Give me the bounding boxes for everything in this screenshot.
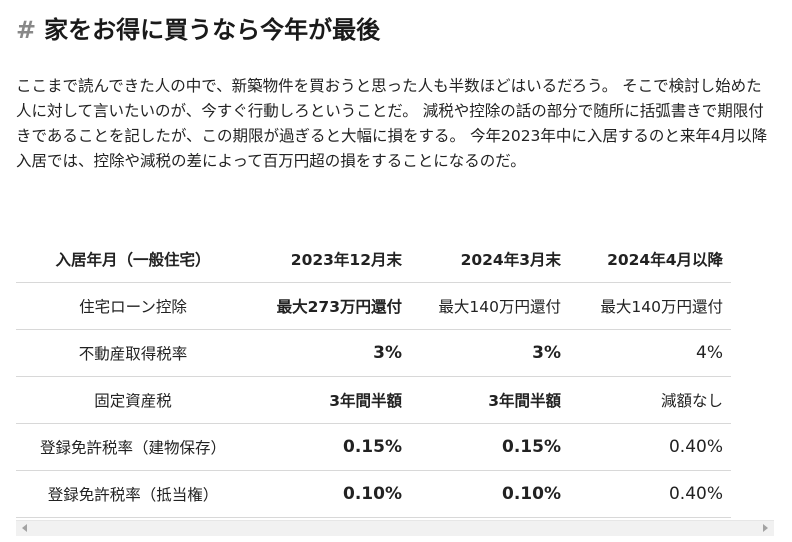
header-cell: 2023年12月末 bbox=[250, 236, 410, 283]
comparison-table: 入居年月（一般住宅） 2023年12月末 2024年3月末 2024年4月以降 … bbox=[16, 236, 731, 518]
heading-hash-mark: # bbox=[16, 16, 37, 44]
table-row: 不動産取得税率 3% 3% 4% bbox=[16, 329, 731, 377]
row-label: 登録免許税率（建物保存） bbox=[16, 423, 250, 471]
table-cell: 0.40% bbox=[569, 423, 731, 471]
table-row: 固定資産税 3年間半額 3年間半額 減額なし bbox=[16, 376, 731, 424]
table-header-row: 入居年月（一般住宅） 2023年12月末 2024年3月末 2024年4月以降 bbox=[16, 236, 731, 283]
table-cell: 4% bbox=[569, 329, 731, 377]
table-scroll-container[interactable]: 入居年月（一般住宅） 2023年12月末 2024年3月末 2024年4月以降 … bbox=[16, 236, 774, 536]
table-cell: 最大140万円還付 bbox=[410, 282, 569, 330]
table-cell: 3% bbox=[410, 329, 569, 377]
chevron-left-icon[interactable] bbox=[22, 524, 27, 532]
chevron-right-icon[interactable] bbox=[763, 524, 768, 532]
header-cell: 2024年3月末 bbox=[410, 236, 569, 283]
row-label: 固定資産税 bbox=[16, 376, 250, 424]
heading-text: 家をお得に買うなら今年が最後 bbox=[44, 16, 381, 44]
table-cell: 0.10% bbox=[410, 470, 569, 518]
table-cell: 最大140万円還付 bbox=[569, 282, 731, 330]
horizontal-scrollbar[interactable] bbox=[16, 520, 774, 536]
table-cell: 0.10% bbox=[250, 470, 410, 518]
row-label: 不動産取得税率 bbox=[16, 329, 250, 377]
table-cell: 3年間半額 bbox=[250, 376, 410, 424]
table-cell: 最大273万円還付 bbox=[250, 282, 410, 330]
header-cell: 入居年月（一般住宅） bbox=[16, 236, 250, 283]
table-cell: 0.15% bbox=[410, 423, 569, 471]
table-cell: 3年間半額 bbox=[410, 376, 569, 424]
table-cell: 3% bbox=[250, 329, 410, 377]
table-cell: 減額なし bbox=[569, 376, 731, 424]
table-row: 登録免許税率（抵当権） 0.10% 0.10% 0.40% bbox=[16, 470, 731, 518]
table-cell: 0.40% bbox=[569, 470, 731, 518]
row-label: 登録免許税率（抵当権） bbox=[16, 470, 250, 518]
table-row: 住宅ローン控除 最大273万円還付 最大140万円還付 最大140万円還付 bbox=[16, 282, 731, 330]
section-heading: # 家をお得に買うなら今年が最後 bbox=[16, 10, 380, 45]
body-paragraph: ここまで読んできた人の中で、新築物件を買おうと思った人も半数ほどはいるだろう。 … bbox=[16, 77, 768, 170]
header-cell: 2024年4月以降 bbox=[569, 236, 731, 283]
table-cell: 0.15% bbox=[250, 423, 410, 471]
row-label: 住宅ローン控除 bbox=[16, 282, 250, 330]
table-row: 登録免許税率（建物保存） 0.15% 0.15% 0.40% bbox=[16, 423, 731, 471]
